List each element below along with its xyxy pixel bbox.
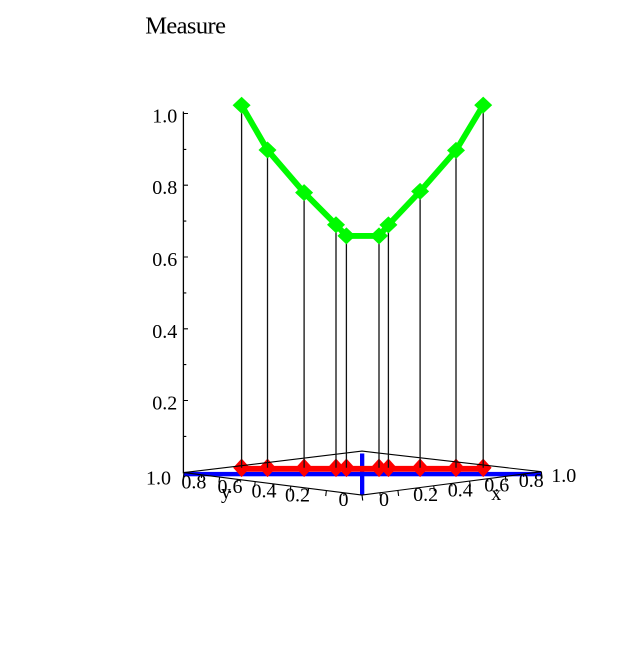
svg-text:0: 0	[379, 489, 389, 511]
svg-text:0.2: 0.2	[285, 485, 310, 507]
svg-text:0.2: 0.2	[152, 393, 177, 415]
svg-text:0.8: 0.8	[181, 472, 206, 494]
svg-text:0.2: 0.2	[413, 484, 438, 506]
svg-text:1.0: 1.0	[152, 106, 177, 128]
svg-text:0.8: 0.8	[152, 177, 177, 199]
svg-text:y: y	[221, 482, 231, 504]
svg-text:0.6: 0.6	[218, 476, 243, 498]
svg-text:0.4: 0.4	[152, 321, 177, 343]
svg-text:0.6: 0.6	[152, 249, 177, 271]
svg-text:1.0: 1.0	[551, 465, 576, 487]
svg-text:1.0: 1.0	[146, 467, 171, 489]
svg-text:0.6: 0.6	[484, 475, 509, 497]
svg-text:Measure: Measure	[145, 12, 226, 39]
svg-text:x: x	[491, 483, 501, 505]
svg-text:0: 0	[339, 489, 349, 511]
svg-text:0.8: 0.8	[519, 470, 544, 492]
svg-text:0.4: 0.4	[252, 480, 277, 502]
svg-text:0.4: 0.4	[448, 479, 473, 501]
